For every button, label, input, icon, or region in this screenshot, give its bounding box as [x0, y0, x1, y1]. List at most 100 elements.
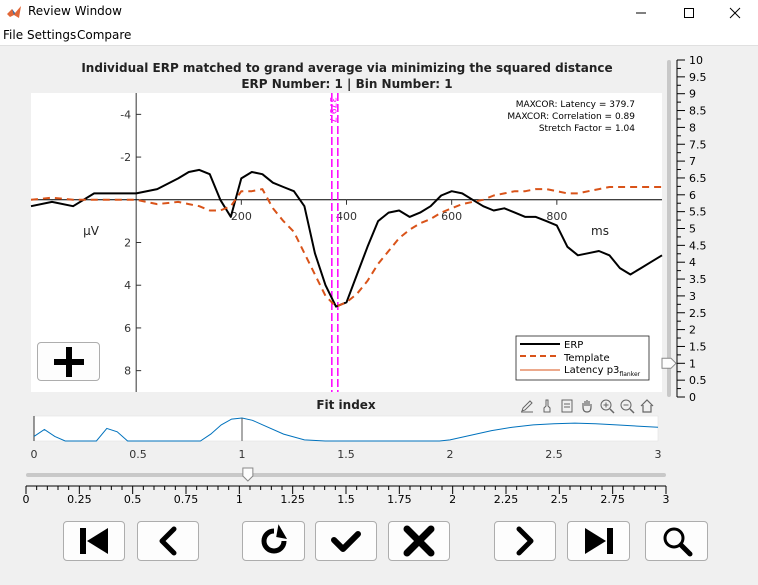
- previous-button[interactable]: [137, 521, 199, 561]
- vslider-tick-label: 9.5: [689, 71, 707, 84]
- fit-x-tick-label: 3: [655, 448, 662, 461]
- reject-button[interactable]: [388, 521, 450, 561]
- brush-icon[interactable]: [538, 397, 556, 415]
- vslider-tick-label: 6: [689, 189, 696, 202]
- slider-tick-label: 1.75: [387, 493, 412, 506]
- chevron-right-icon: [516, 526, 534, 556]
- series-line-erp: [30, 168, 663, 308]
- plus-icon: [53, 346, 84, 377]
- menu-file[interactable]: File: [3, 28, 24, 42]
- vslider-tick-label: 5.5: [689, 206, 707, 219]
- slider-thumb[interactable]: [242, 467, 254, 482]
- slider-tick-label: 0.25: [67, 493, 92, 506]
- edit-icon[interactable]: [518, 397, 536, 415]
- vslider-tick-label: 2.5: [689, 307, 707, 320]
- check-icon: [331, 531, 361, 552]
- x-tick-label: 400: [336, 210, 357, 223]
- slider-tick-label: 0.75: [174, 493, 199, 506]
- menu-settings[interactable]: Settings: [27, 28, 77, 42]
- slider-tick-label: 2.5: [551, 493, 569, 506]
- accept-button[interactable]: [315, 521, 377, 561]
- y-tick-label: 8: [124, 365, 131, 378]
- last-button[interactable]: [567, 521, 630, 561]
- y-tick-label: 2: [124, 237, 131, 250]
- plot-canvas: Individual ERP matched to grand average …: [23, 54, 707, 506]
- fit-x-tick-label: 2.5: [545, 448, 563, 461]
- fit-x-tick-label: 0.5: [129, 448, 147, 461]
- minimize-button[interactable]: [618, 0, 664, 26]
- chevron-left-icon: [159, 526, 177, 556]
- stretch-slider[interactable]: 0 0.25 0.5 0.75 1 1.25 1.5 1.75 2 2.25 2.5 2.75 3: [23, 467, 670, 506]
- info-latency: MAXCOR: Latency = 379.7: [516, 100, 635, 110]
- main-y-axis: -4 -2 2 4 6 8: [120, 93, 142, 392]
- info-correlation: MAXCOR: Correlation = 0.89: [507, 112, 635, 122]
- menu-bar: File Settings Compare: [0, 26, 758, 46]
- slider-tick-label: 1.5: [337, 493, 355, 506]
- fit-x-tick-label: 2: [447, 448, 454, 461]
- y-tick-label: 4: [124, 279, 131, 292]
- search-icon: [663, 527, 692, 557]
- vslider-tick-label: 1: [689, 357, 696, 370]
- vslider-tick-label: 4.5: [689, 239, 707, 252]
- title-bar: Review Window: [0, 0, 758, 26]
- vslider-tick-label: 3.5: [689, 273, 707, 286]
- vslider-tick-label: 2: [689, 324, 696, 337]
- pan-hand-icon[interactable]: [578, 397, 596, 415]
- vslider-thumb[interactable]: [661, 357, 677, 369]
- zoom-out-icon[interactable]: [618, 397, 636, 415]
- slider-tick-label: 0.5: [124, 493, 142, 506]
- x-icon: [403, 525, 435, 557]
- main-series: [30, 168, 663, 308]
- slider-tick-label: 1.25: [280, 493, 305, 506]
- y-tick-label: -4: [120, 108, 131, 121]
- vslider-tick-label: 7.5: [689, 138, 707, 151]
- fit-plot-title: Fit index: [316, 398, 376, 412]
- first-button[interactable]: [63, 521, 125, 561]
- menu-compare[interactable]: Compare: [77, 28, 132, 42]
- slider-tick-label: 0: [23, 493, 30, 506]
- slider-tick-label: 3: [663, 493, 670, 506]
- vslider-tick-label: 8: [689, 121, 696, 134]
- zoom-in-icon[interactable]: [598, 397, 616, 415]
- legend-latency: Latency p3flanker: [564, 365, 641, 378]
- refresh-button[interactable]: [242, 521, 305, 561]
- x-tick-label: 200: [231, 210, 252, 223]
- vslider-tick-label: 9: [689, 88, 696, 101]
- x-tick-label: 600: [441, 210, 462, 223]
- window-title: Review Window: [28, 4, 122, 18]
- next-button[interactable]: [494, 521, 556, 561]
- maximize-button[interactable]: [666, 0, 712, 26]
- legend-latency-sub: flanker: [619, 371, 640, 378]
- vslider-tick-label: 0.5: [689, 374, 707, 387]
- legend: ERP Template Latency p3flanker: [515, 335, 650, 381]
- vslider-tick-label: 6.5: [689, 172, 707, 185]
- home-icon[interactable]: [638, 397, 656, 415]
- skip-last-icon: [584, 528, 613, 554]
- close-window-button[interactable]: [712, 0, 758, 26]
- fit-x-axis: 0 0.5 1 1.5 2 2.5 3: [31, 448, 662, 461]
- slider-tick-label: 2: [449, 493, 456, 506]
- slider-tick-label: 1: [236, 493, 243, 506]
- add-button[interactable]: [37, 342, 100, 381]
- legend-template: Template: [563, 353, 610, 364]
- main-plot-subtitle: ERP Number: 1 | Bin Number: 1: [241, 77, 452, 91]
- x-tick-label: 800: [546, 210, 567, 223]
- info-stretch: Stretch Factor = 1.04: [539, 124, 635, 134]
- vslider-track: [667, 60, 671, 397]
- axes-toolbar: [518, 397, 656, 415]
- fit-plot-area[interactable]: [33, 415, 659, 442]
- search-button[interactable]: [645, 521, 708, 561]
- vslider-tick-label: 8.5: [689, 105, 707, 118]
- fit-x-tick-label: 1.5: [337, 448, 355, 461]
- main-x-axis: 200 400 600 800: [31, 199, 662, 223]
- y-tick-label: -2: [120, 151, 131, 164]
- maximize-icon: [684, 8, 694, 18]
- vslider-tick-label: 4: [689, 256, 696, 269]
- legend-latency-text: Latency p3: [564, 365, 619, 376]
- skip-first-icon: [80, 528, 108, 554]
- y-tick-label: 6: [124, 322, 131, 335]
- vertical-slider[interactable]: 10 9.5 9 8.5 8 7.5 7 6.5 6 5.5 5 4.5 4 3.5 3 2.5 2 1.5 1 0.…: [661, 54, 707, 404]
- datatip-icon[interactable]: [558, 397, 576, 415]
- x-axis-label: ms: [591, 224, 609, 238]
